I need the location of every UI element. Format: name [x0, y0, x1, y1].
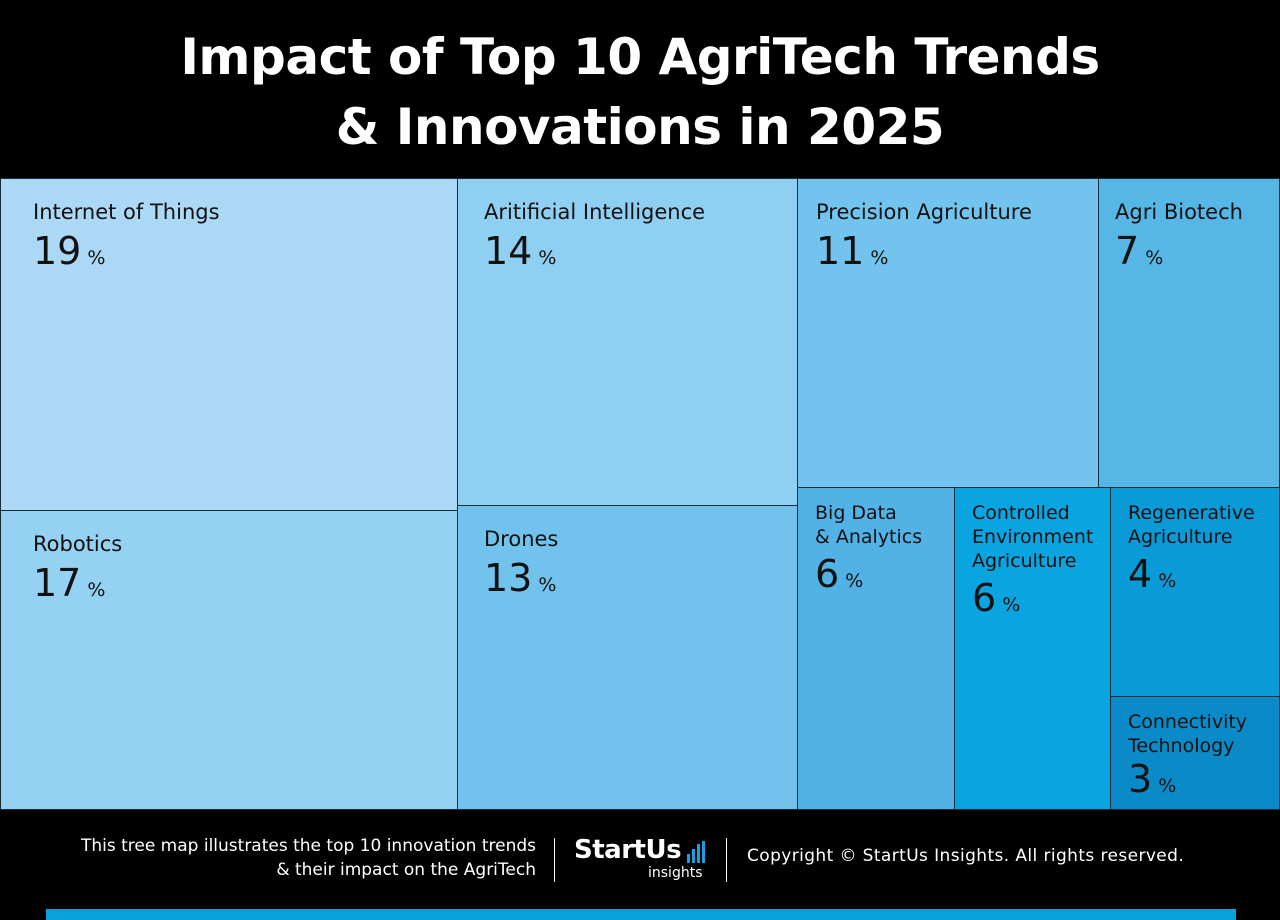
tile-value: 4%: [1128, 552, 1177, 596]
footer-divider-right: [726, 838, 727, 882]
startus-insights-logo: StartUs insights: [574, 835, 710, 885]
treemap-tile-drones: Drones 13%: [457, 505, 798, 810]
footer-description-line-2: & their impact on the AgriTech: [276, 860, 536, 880]
tile-label: Robotics: [33, 532, 123, 556]
tile-value: 7%: [1115, 229, 1164, 273]
treemap-tile-precision-agriculture: Precision Agriculture 11%: [797, 178, 1099, 488]
treemap-tile-robotics: Robotics 17%: [0, 510, 458, 810]
tile-label: Drones: [484, 527, 559, 551]
logo-subtitle: insights: [648, 865, 703, 881]
tile-label: Internet of Things: [33, 200, 220, 224]
tile-label: Controlled Environment Agriculture: [972, 502, 1094, 572]
treemap-tile-controlled-environment-agriculture: Controlled Environment Agriculture 6%: [954, 487, 1111, 810]
tile-label: Regenerative Agriculture: [1128, 502, 1255, 548]
treemap-tile-internet-of-things: Internet of Things 19%: [0, 178, 458, 511]
treemap-tile-regenerative-agriculture: Regenerative Agriculture 4%: [1110, 487, 1280, 697]
tile-label: Agri Biotech: [1115, 200, 1243, 224]
tile-label: Connectivity Technology: [1128, 711, 1248, 757]
chart-title-line-2: & Innovations in 2025: [335, 98, 945, 156]
tile-value: 11%: [816, 229, 889, 273]
tile-value: 6%: [815, 552, 864, 596]
logo-wordmark: StartUs: [574, 835, 682, 865]
tile-value: 19%: [33, 229, 106, 273]
treemap-tile-connectivity-technology: Connectivity Technology 3%: [1110, 696, 1280, 810]
copyright-notice: Copyright © StartUs Insights. All rights…: [747, 846, 1185, 866]
treemap-tile-big-data-analytics: Big Data & Analytics 6%: [797, 487, 955, 810]
chart-title: Impact of Top 10 AgriTech Trends & Innov…: [0, 22, 1280, 162]
accent-bar: [46, 909, 1236, 920]
treemap-tile-aritificial-intelligence: Aritificial Intelligence 14%: [457, 178, 798, 506]
tile-value: 3%: [1128, 757, 1177, 801]
tile-label: Aritificial Intelligence: [484, 200, 706, 224]
bar-chart-icon: [687, 841, 709, 863]
chart-title-line-1: Impact of Top 10 AgriTech Trends: [180, 28, 1100, 86]
treemap-tile-agri-biotech: Agri Biotech 7%: [1098, 178, 1280, 488]
tile-label: Precision Agriculture: [816, 200, 1032, 224]
tile-value: 17%: [33, 561, 106, 605]
tile-value: 14%: [484, 229, 557, 273]
footer-description: This tree map illustrates the top 10 inn…: [16, 834, 536, 882]
tile-label: Big Data & Analytics: [815, 502, 923, 548]
treemap: Internet of Things 19% Robotics 17% Aritific…: [0, 178, 1280, 810]
footer-divider-left: [554, 838, 555, 882]
tile-value: 6%: [972, 576, 1021, 620]
footer-description-line-1: This tree map illustrates the top 10 inn…: [80, 836, 536, 856]
tile-value: 13%: [484, 556, 557, 600]
